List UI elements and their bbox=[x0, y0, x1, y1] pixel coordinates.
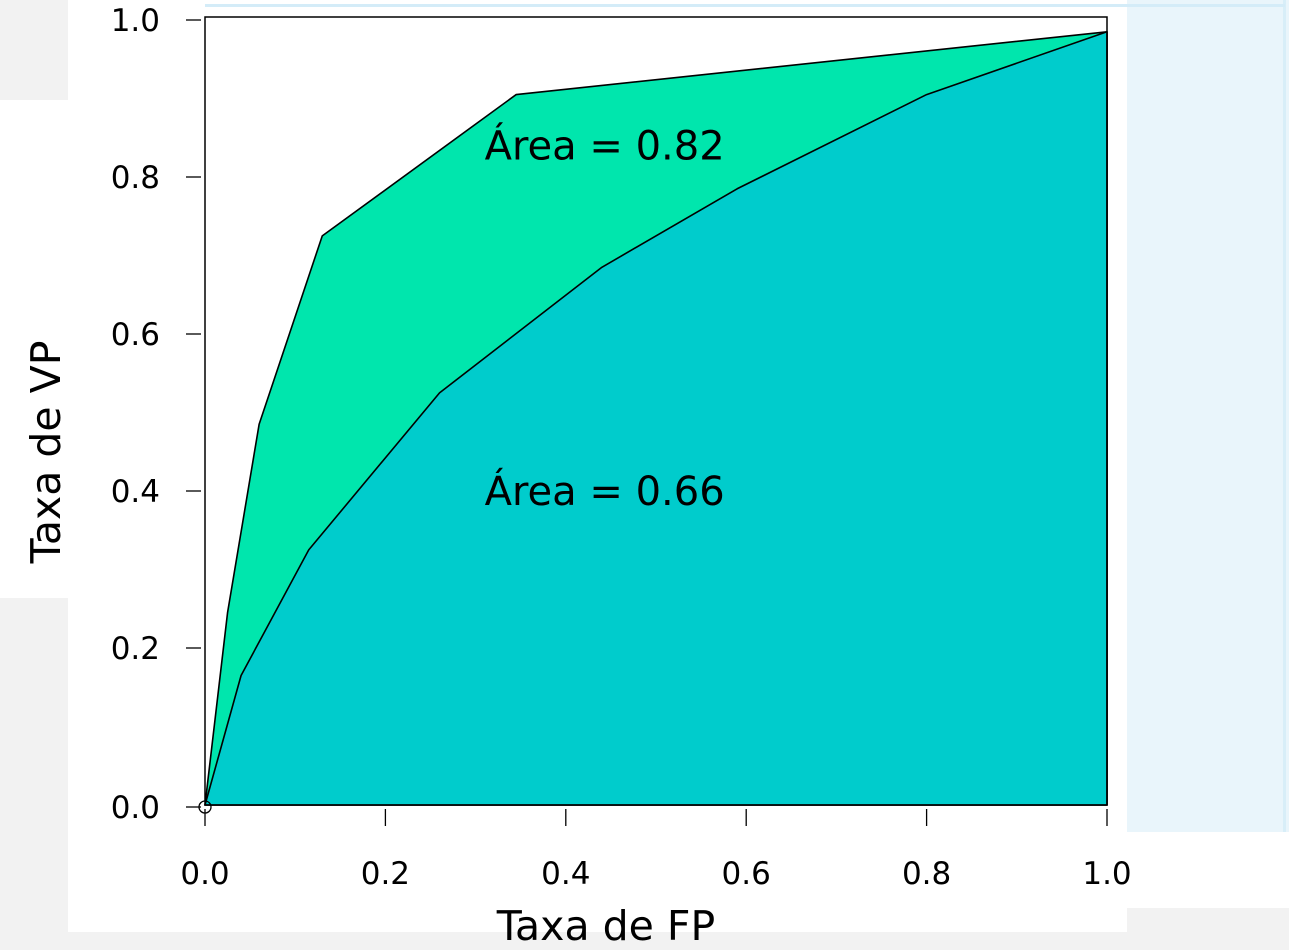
y-tick-label: 0.6 bbox=[111, 317, 160, 353]
slide-background-bottom bbox=[0, 932, 1289, 950]
y-tick-label: 0.0 bbox=[111, 790, 160, 826]
area-annotation-1: Área = 0.82 bbox=[485, 122, 725, 170]
slide-background-left-bottom bbox=[0, 598, 68, 950]
y-tick-label: 0.8 bbox=[111, 160, 160, 196]
slide-border-line bbox=[1283, 0, 1286, 950]
origin-marker bbox=[198, 800, 212, 814]
x-tick-label: 0.6 bbox=[722, 856, 771, 892]
x-tick-label: 0.0 bbox=[180, 856, 229, 892]
x-tick-label: 0.2 bbox=[361, 856, 410, 892]
slide-background-left-top bbox=[0, 0, 68, 100]
x-tick-label: 0.4 bbox=[541, 856, 590, 892]
y-tick-label: 0.4 bbox=[111, 474, 160, 510]
x-axis-title: Taxa de FP bbox=[496, 902, 715, 950]
x-tick-label: 1.0 bbox=[1082, 856, 1131, 892]
y-tick-label: 0.2 bbox=[111, 631, 160, 667]
y-tick-label: 1.0 bbox=[111, 3, 160, 39]
area-annotation-2: Área = 0.66 bbox=[485, 467, 725, 515]
slide-top-line bbox=[205, 4, 1285, 7]
annotation-layer: Área = 0.82 Área = 0.66 bbox=[485, 122, 725, 515]
x-tick-label: 0.8 bbox=[902, 856, 951, 892]
y-axis-title: Taxa de VP bbox=[22, 341, 70, 565]
slide-background-right bbox=[1127, 0, 1289, 950]
axes-layer: 0.0 0.2 0.4 0.6 0.8 1.0 0.0 0.2 0.4 0.6 0.8 1.0 bbox=[111, 3, 1132, 892]
plot-frame bbox=[204, 16, 1108, 806]
slide-background-mask-bottom bbox=[1127, 908, 1289, 950]
